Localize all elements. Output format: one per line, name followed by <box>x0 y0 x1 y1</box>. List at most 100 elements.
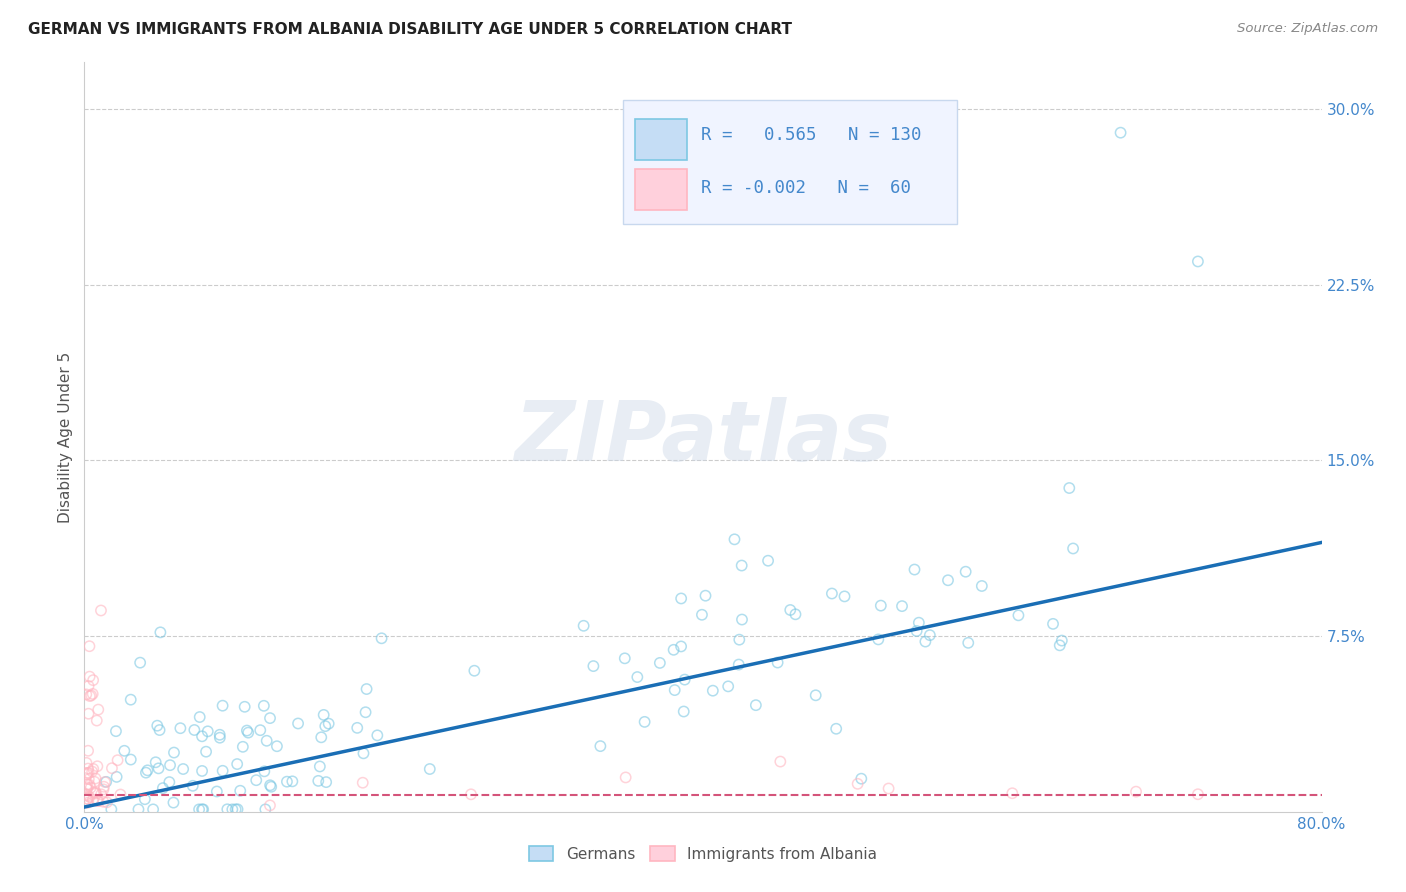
Point <box>702 683 724 698</box>
Point <box>1059 481 1081 495</box>
Point <box>127 802 149 816</box>
Point <box>225 802 247 816</box>
Point <box>76 792 98 806</box>
Y-axis label: Disability Age Under 5: Disability Age Under 5 <box>58 351 73 523</box>
Point <box>93 795 115 809</box>
Point <box>266 739 288 754</box>
Point <box>245 773 267 788</box>
Point <box>76 780 98 795</box>
Point <box>75 756 97 770</box>
Point <box>664 683 686 698</box>
Point <box>673 673 696 687</box>
Point <box>366 728 388 742</box>
Point <box>76 796 98 810</box>
Point <box>354 705 377 719</box>
Point <box>312 707 335 722</box>
Point <box>86 794 108 808</box>
Point <box>77 706 100 721</box>
Point <box>356 681 378 696</box>
Point <box>846 777 869 791</box>
Point <box>93 780 115 794</box>
Point <box>260 780 283 794</box>
Point <box>256 733 278 747</box>
Text: R =   0.565   N = 130: R = 0.565 N = 130 <box>700 126 921 145</box>
Point <box>779 603 801 617</box>
Point <box>672 705 695 719</box>
Point <box>188 710 211 724</box>
Point <box>1187 787 1209 801</box>
Point <box>163 746 186 760</box>
Point <box>307 773 329 788</box>
Point <box>181 779 204 793</box>
Point <box>233 699 256 714</box>
Legend: Germans, Immigrants from Albania: Germans, Immigrants from Albania <box>523 840 883 868</box>
Point <box>589 739 612 753</box>
Point <box>188 802 211 816</box>
Point <box>148 761 170 775</box>
Point <box>955 565 977 579</box>
Point <box>169 721 191 735</box>
Point <box>208 731 231 745</box>
Point <box>877 781 900 796</box>
Point <box>918 628 941 642</box>
Point <box>90 787 112 801</box>
Point <box>129 656 152 670</box>
Point <box>1007 608 1029 623</box>
Point <box>75 687 97 701</box>
Point <box>281 774 304 789</box>
Point <box>191 729 214 743</box>
Point <box>162 796 184 810</box>
Point <box>662 642 685 657</box>
Point <box>460 787 482 801</box>
Point <box>96 775 118 789</box>
Point <box>159 758 181 772</box>
Point <box>112 744 135 758</box>
Point <box>84 785 107 799</box>
Point <box>851 772 873 786</box>
Point <box>1042 616 1064 631</box>
Point <box>785 607 807 622</box>
Point <box>669 640 692 654</box>
Point <box>717 679 740 693</box>
Text: GERMAN VS IMMIGRANTS FROM ALBANIA DISABILITY AGE UNDER 5 CORRELATION CHART: GERMAN VS IMMIGRANTS FROM ALBANIA DISABI… <box>28 22 792 37</box>
Point <box>346 721 368 735</box>
Point <box>76 766 98 780</box>
Point <box>1125 784 1147 798</box>
Point <box>957 636 980 650</box>
Point <box>315 775 337 789</box>
Point <box>83 774 105 789</box>
FancyBboxPatch shape <box>636 119 688 160</box>
Point <box>77 762 100 776</box>
Point <box>695 589 717 603</box>
Point <box>905 624 928 638</box>
Point <box>84 772 107 786</box>
Point <box>287 716 309 731</box>
Point <box>191 764 214 778</box>
Point <box>211 698 233 713</box>
Point <box>120 753 142 767</box>
Point <box>197 724 219 739</box>
Point <box>259 798 281 813</box>
Point <box>77 789 100 804</box>
Point <box>79 778 101 792</box>
Point <box>908 615 931 630</box>
Point <box>318 716 340 731</box>
Point <box>1050 633 1073 648</box>
Point <box>249 723 271 738</box>
Point <box>834 590 856 604</box>
Point <box>669 591 692 606</box>
Point <box>77 679 100 693</box>
Point <box>633 714 655 729</box>
Point <box>82 764 104 779</box>
Point <box>76 791 98 805</box>
Point <box>96 795 118 809</box>
Point <box>731 558 754 573</box>
Point <box>970 579 993 593</box>
Point <box>727 657 749 672</box>
Point <box>86 714 108 728</box>
Point <box>238 725 260 739</box>
Point <box>77 744 100 758</box>
Point <box>211 764 233 778</box>
Point <box>728 632 751 647</box>
Text: ZIPatlas: ZIPatlas <box>515 397 891 477</box>
